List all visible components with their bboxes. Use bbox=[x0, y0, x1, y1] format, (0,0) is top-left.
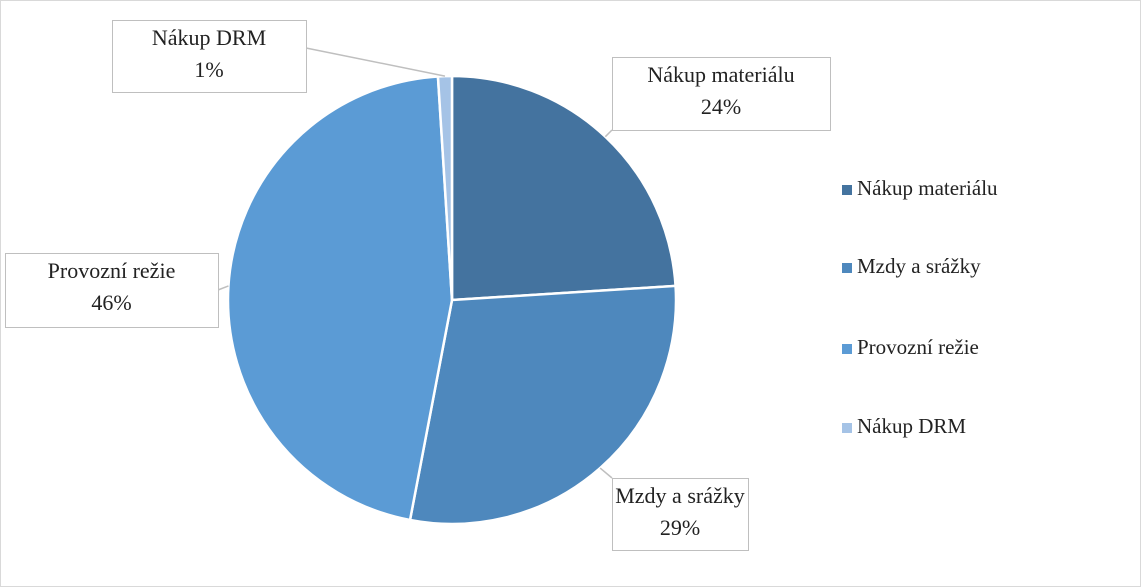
legend-label: Nákup materiálu bbox=[857, 176, 998, 200]
pie-slice bbox=[226, 75, 454, 522]
label-box bbox=[112, 20, 307, 93]
data-label-name: Mzdy a srážky bbox=[615, 483, 745, 508]
legend-label: Mzdy a srážky bbox=[857, 254, 981, 278]
legend-label: Provozní režie bbox=[857, 335, 979, 359]
data-label-name: Nákup materiálu bbox=[647, 62, 794, 87]
legend-swatch bbox=[842, 185, 852, 195]
legend-label: Nákup DRM bbox=[857, 414, 966, 438]
leader-line bbox=[604, 129, 613, 138]
leader-line bbox=[305, 47, 446, 77]
leader-line bbox=[217, 285, 229, 291]
data-label: 1% bbox=[194, 57, 223, 82]
label-box bbox=[612, 478, 749, 551]
data-label: 24% bbox=[701, 94, 741, 119]
data-label-name: Nákup DRM bbox=[152, 25, 266, 50]
label-box bbox=[5, 253, 219, 328]
legend-swatch bbox=[842, 423, 852, 433]
legend-swatch bbox=[842, 344, 852, 354]
pie-slice bbox=[436, 74, 454, 301]
pie-slice bbox=[450, 74, 677, 302]
legend-swatch bbox=[842, 263, 852, 273]
data-label-name: Provozní režie bbox=[48, 258, 176, 283]
pie-slice bbox=[408, 284, 678, 526]
data-label: 46% bbox=[91, 290, 131, 315]
label-box bbox=[612, 57, 831, 131]
leader-line bbox=[599, 467, 613, 479]
data-label: 29% bbox=[660, 515, 700, 540]
